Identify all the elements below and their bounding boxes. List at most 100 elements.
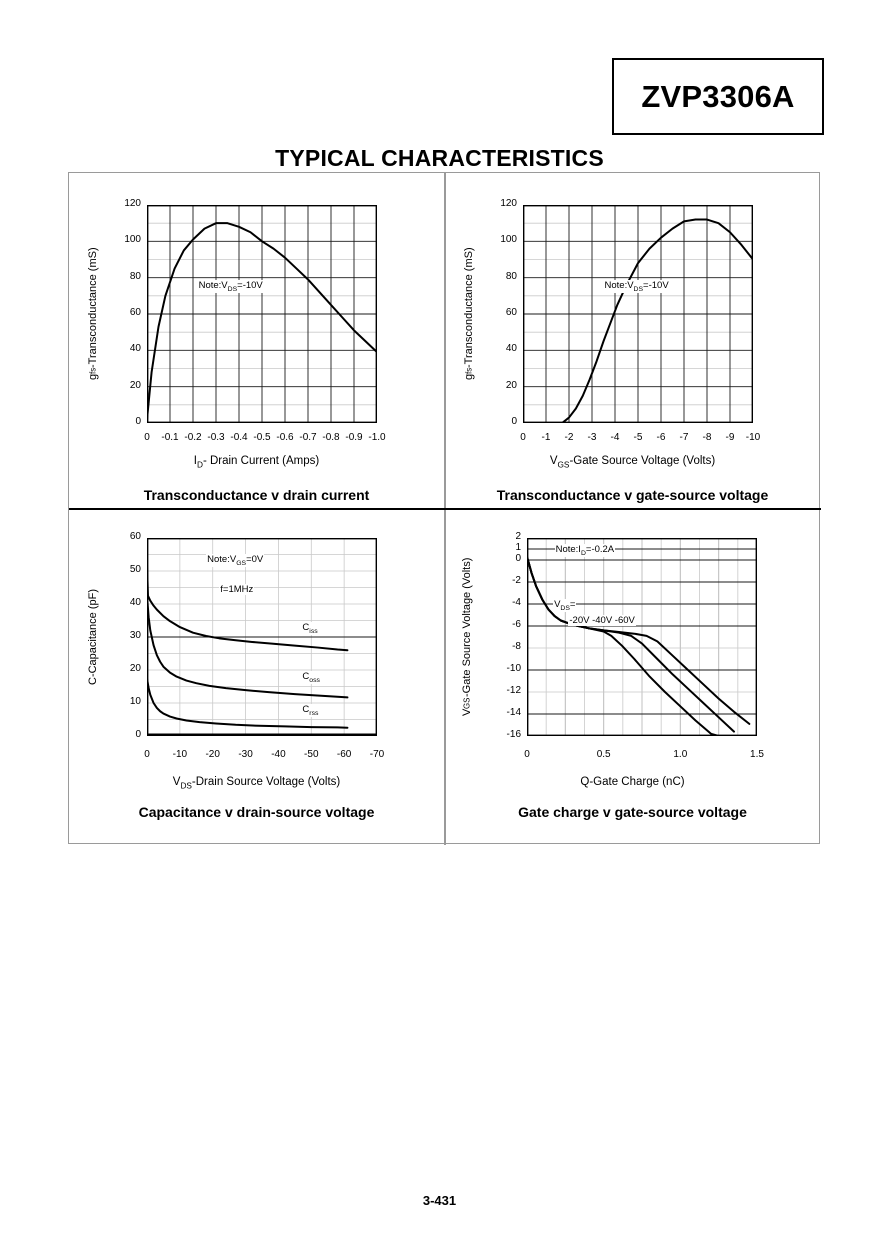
y-tick-label: -16: [506, 729, 521, 740]
x-tick-label: -5: [633, 432, 643, 443]
y-tick-label: -6: [512, 619, 521, 630]
y-tick-label: 120: [500, 198, 517, 209]
x-tick-label: 1.5: [750, 749, 764, 760]
y-tick-label: -4: [512, 597, 521, 608]
y-tick-label: 30: [129, 630, 141, 641]
y-tick-label: 40: [129, 597, 141, 608]
x-tick-label: 0: [524, 749, 530, 760]
note-vds: Note:VDS=-10V: [197, 279, 264, 293]
x-tick-label: -3: [587, 432, 597, 443]
x-tick-label: -70: [369, 749, 385, 760]
x-tick-label: -0.5: [253, 432, 271, 443]
curve-ciss: [146, 563, 349, 652]
plot-area: 2 1 0 -2 -4 -6 -8 -10 -12 -14 -16 0 0.5 1.0 1.5 Note:ID…: [507, 531, 764, 760]
chart-caption: Transconductance v drain current: [143, 487, 370, 503]
chart-transconductance-vs-gate-source-voltage: 120 100 80 60 40 20 0 0 -1 -2 -3 -4 -5 -6 -7 -8 -9 -10 Not…: [445, 173, 820, 508]
y-axis-title: g fs -Transconductance (mS): [87, 247, 99, 381]
plot-svg: [146, 204, 378, 424]
x-tick-label: 0.5: [596, 749, 611, 760]
y-tick-label: 2: [515, 531, 521, 542]
y-tick-label: 60: [129, 531, 141, 542]
x-axis-title: VDS-Drain Source Voltage (Volts): [172, 776, 341, 791]
plot-svg: [526, 537, 758, 737]
y-tick-label: 100: [124, 234, 141, 246]
y-tick-label: 60: [129, 307, 141, 318]
x-tick-label: -20: [205, 749, 220, 760]
y-tick-label: 120: [124, 198, 141, 209]
curve--40v: [526, 555, 735, 733]
x-tick-label: -0.4: [230, 432, 248, 443]
x-tick-label: -0.9: [345, 432, 363, 443]
curve-main: [561, 218, 754, 424]
y-tick-label: 50: [129, 564, 141, 575]
part-number-box: ZVP3306A: [612, 58, 824, 135]
note-vds: Note:VDS=-10V: [603, 279, 670, 293]
page-number: 3-431: [422, 1193, 457, 1208]
x-tick-label: -0.8: [322, 432, 340, 443]
x-tick-label: -50: [304, 749, 319, 760]
chart-caption: Capacitance v drain-source voltage: [138, 804, 375, 820]
chart-capacitance-vs-drain-source-voltage: 60 50 40 30 20 10 0 0 -10 -20 -30 -40 -50 -60 -70 Note:…: [69, 510, 444, 843]
part-number-text: ZVP3306A: [641, 78, 795, 114]
x-tick-label: -6: [656, 432, 666, 443]
x-tick-label: -4: [610, 432, 620, 443]
page-title: TYPICAL CHARACTERISTICS: [0, 145, 879, 172]
x-axis-title: ID- Drain Current (Amps): [193, 455, 320, 470]
chart-gate-charge-vs-gate-source-voltage: 2 1 0 -2 -4 -6 -8 -10 -12 -14 -16 0 0.5 1.0 1.5 Note:ID…: [445, 510, 820, 843]
y-axis-title: V GS -Gate Source Voltage (Volts): [461, 557, 473, 717]
plot-svg: [522, 204, 754, 424]
x-tick-label: -2: [564, 432, 574, 443]
curve-crss: [146, 677, 349, 729]
y-tick-label: 0: [511, 416, 517, 427]
x-tick-label: 1.0: [673, 749, 688, 760]
y-tick-label: 1: [515, 542, 521, 553]
y-axis-title: g fs -Transconductance (mS): [463, 247, 475, 381]
y-tick-label: -12: [506, 685, 521, 696]
x-tick-label: 0: [144, 749, 150, 760]
y-tick-label: -14: [506, 707, 521, 718]
page-title-text: TYPICAL CHARACTERISTICS: [275, 145, 604, 171]
y-tick-label: 0: [135, 416, 141, 427]
y-tick-label: -2: [512, 575, 521, 586]
plot-area: 120 100 80 60 40 20 0 0 -0.1 -0.2 -0.3 -0.4 -0.5 -0.6…: [124, 198, 385, 443]
x-tick-label: -9: [725, 432, 735, 443]
y-tick-label: 10: [129, 696, 141, 707]
y-tick-label: 20: [505, 379, 517, 391]
x-tick-label: 0: [144, 432, 150, 443]
note-id: Note:ID=-0.2A: [554, 544, 616, 558]
x-tick-label: -0.3: [207, 432, 225, 443]
x-tick-label: -0.1: [161, 432, 179, 443]
page-footer: 3-431: [0, 1192, 879, 1210]
y-tick-label: -10: [506, 663, 521, 674]
curve-label-coss: Coss: [301, 671, 321, 685]
label-vds-values: -20V -40V -60V: [568, 614, 636, 626]
x-tick-label: -1.0: [368, 432, 386, 443]
y-tick-label: 20: [129, 663, 141, 674]
note-vgs: Note:VGS=0V: [206, 554, 265, 567]
curve-label-ciss: Ciss: [301, 621, 319, 635]
x-axis-title: Q-Gate Charge (nC): [580, 776, 685, 788]
curve-coss: [146, 594, 349, 699]
plot-area: 60 50 40 30 20 10 0 0 -10 -20 -30 -40 -50 -60 -70 Note:…: [130, 531, 384, 760]
curve-label-crss: Crss: [301, 704, 320, 718]
y-tick-label: 40: [505, 343, 517, 355]
x-tick-label: -10: [172, 749, 188, 760]
chart-caption: Gate charge v gate-source voltage: [518, 804, 747, 820]
y-tick-label: 100: [500, 234, 517, 246]
y-tick-label: 0: [135, 729, 141, 740]
y-tick-label: 80: [129, 270, 141, 282]
y-tick-label: 60: [505, 307, 517, 318]
x-tick-label: 0: [520, 432, 526, 443]
plot-svg: [146, 537, 378, 737]
note-frequency: f=1MHz: [219, 583, 255, 595]
x-tick-label: -30: [238, 749, 253, 760]
x-tick-label: -0.7: [299, 432, 317, 443]
y-tick-label: -8: [512, 641, 521, 652]
y-axis-title: C-Capacitance (pF): [87, 589, 99, 685]
charts-frame: 120 100 80 60 40 20 0 0 -0.1 -0.2 -0.3 -0.4 -0.5 -0.6…: [68, 172, 821, 845]
x-tick-label: -1: [541, 432, 551, 443]
x-tick-label: -0.6: [276, 432, 294, 443]
frame-horizontal-divider: [69, 508, 821, 510]
curve-main: [146, 222, 378, 421]
